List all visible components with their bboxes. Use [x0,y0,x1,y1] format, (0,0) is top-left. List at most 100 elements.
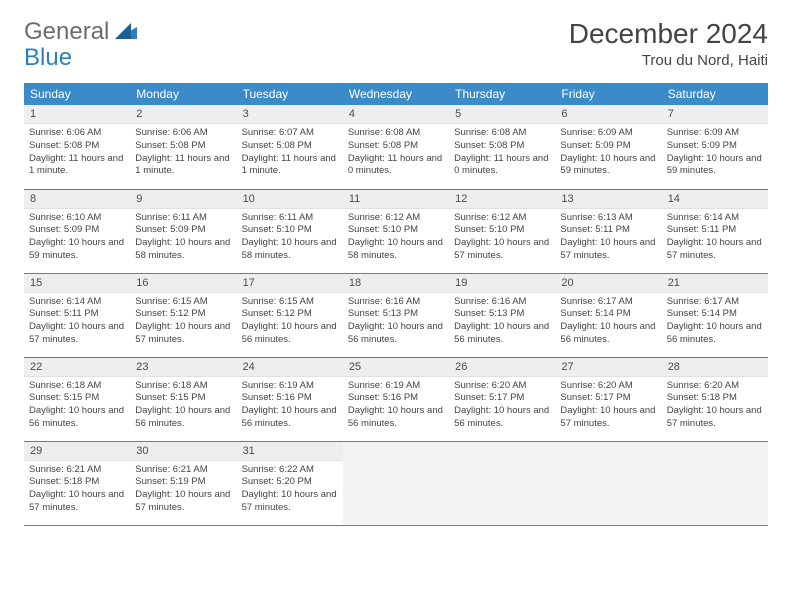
day-cell-14: 14Sunrise: 6:14 AMSunset: 5:11 PMDayligh… [662,189,768,273]
day-cell-8: 8Sunrise: 6:10 AMSunset: 5:09 PMDaylight… [24,189,130,273]
day-number: 25 [343,358,449,377]
day-cell-12: 12Sunrise: 6:12 AMSunset: 5:10 PMDayligh… [449,189,555,273]
day-cell-27: 27Sunrise: 6:20 AMSunset: 5:17 PMDayligh… [555,357,661,441]
day-number: 31 [237,442,343,461]
week-row: 1Sunrise: 6:06 AMSunset: 5:08 PMDaylight… [24,105,768,189]
weekday-sunday: Sunday [24,83,130,105]
day-number: 18 [343,274,449,293]
week-row: 8Sunrise: 6:10 AMSunset: 5:09 PMDaylight… [24,189,768,273]
day-number: 2 [130,105,236,124]
logo-line2: Blue [24,44,72,72]
day-number: 10 [237,190,343,209]
day-number: 7 [662,105,768,124]
day-body: Sunrise: 6:20 AMSunset: 5:18 PMDaylight:… [662,377,768,435]
day-body: Sunrise: 6:15 AMSunset: 5:12 PMDaylight:… [237,293,343,351]
day-number: 8 [24,190,130,209]
day-body: Sunrise: 6:11 AMSunset: 5:09 PMDaylight:… [130,209,236,267]
logo: General [24,18,139,46]
day-cell-4: 4Sunrise: 6:08 AMSunset: 5:08 PMDaylight… [343,105,449,189]
day-cell-23: 23Sunrise: 6:18 AMSunset: 5:15 PMDayligh… [130,357,236,441]
day-cell-31: 31Sunrise: 6:22 AMSunset: 5:20 PMDayligh… [237,441,343,525]
day-body: Sunrise: 6:18 AMSunset: 5:15 PMDaylight:… [24,377,130,435]
day-body: Sunrise: 6:12 AMSunset: 5:10 PMDaylight:… [449,209,555,267]
day-cell-20: 20Sunrise: 6:17 AMSunset: 5:14 PMDayligh… [555,273,661,357]
day-number: 5 [449,105,555,124]
day-cell-28: 28Sunrise: 6:20 AMSunset: 5:18 PMDayligh… [662,357,768,441]
day-body: Sunrise: 6:21 AMSunset: 5:18 PMDaylight:… [24,461,130,519]
day-body: Sunrise: 6:06 AMSunset: 5:08 PMDaylight:… [24,124,130,182]
day-body: Sunrise: 6:19 AMSunset: 5:16 PMDaylight:… [343,377,449,435]
week-row: 22Sunrise: 6:18 AMSunset: 5:15 PMDayligh… [24,357,768,441]
day-number: 21 [662,274,768,293]
day-body: Sunrise: 6:14 AMSunset: 5:11 PMDaylight:… [24,293,130,351]
day-cell-3: 3Sunrise: 6:07 AMSunset: 5:08 PMDaylight… [237,105,343,189]
day-number: 17 [237,274,343,293]
logo-text-general: General [24,18,109,46]
day-cell-15: 15Sunrise: 6:14 AMSunset: 5:11 PMDayligh… [24,273,130,357]
day-body: Sunrise: 6:22 AMSunset: 5:20 PMDaylight:… [237,461,343,519]
day-body: Sunrise: 6:10 AMSunset: 5:09 PMDaylight:… [24,209,130,267]
day-number: 12 [449,190,555,209]
empty-cell [449,441,555,525]
weekday-thursday: Thursday [449,83,555,105]
day-body: Sunrise: 6:11 AMSunset: 5:10 PMDaylight:… [237,209,343,267]
day-cell-2: 2Sunrise: 6:06 AMSunset: 5:08 PMDaylight… [130,105,236,189]
day-cell-7: 7Sunrise: 6:09 AMSunset: 5:09 PMDaylight… [662,105,768,189]
day-body: Sunrise: 6:16 AMSunset: 5:13 PMDaylight:… [449,293,555,351]
day-number: 4 [343,105,449,124]
weekday-monday: Monday [130,83,236,105]
day-cell-5: 5Sunrise: 6:08 AMSunset: 5:08 PMDaylight… [449,105,555,189]
day-cell-9: 9Sunrise: 6:11 AMSunset: 5:09 PMDaylight… [130,189,236,273]
day-body: Sunrise: 6:14 AMSunset: 5:11 PMDaylight:… [662,209,768,267]
day-number: 22 [24,358,130,377]
calendar-table: SundayMondayTuesdayWednesdayThursdayFrid… [24,83,768,526]
week-row: 15Sunrise: 6:14 AMSunset: 5:11 PMDayligh… [24,273,768,357]
day-cell-6: 6Sunrise: 6:09 AMSunset: 5:09 PMDaylight… [555,105,661,189]
day-number: 24 [237,358,343,377]
day-cell-21: 21Sunrise: 6:17 AMSunset: 5:14 PMDayligh… [662,273,768,357]
day-cell-11: 11Sunrise: 6:12 AMSunset: 5:10 PMDayligh… [343,189,449,273]
day-body: Sunrise: 6:20 AMSunset: 5:17 PMDaylight:… [555,377,661,435]
logo-triangle-icon [115,18,137,46]
day-number: 28 [662,358,768,377]
day-cell-24: 24Sunrise: 6:19 AMSunset: 5:16 PMDayligh… [237,357,343,441]
weekday-saturday: Saturday [662,83,768,105]
day-number: 27 [555,358,661,377]
day-number: 1 [24,105,130,124]
day-number: 26 [449,358,555,377]
week-row: 29Sunrise: 6:21 AMSunset: 5:18 PMDayligh… [24,441,768,525]
day-number: 11 [343,190,449,209]
weekday-tuesday: Tuesday [237,83,343,105]
day-body: Sunrise: 6:17 AMSunset: 5:14 PMDaylight:… [555,293,661,351]
day-number: 30 [130,442,236,461]
day-body: Sunrise: 6:12 AMSunset: 5:10 PMDaylight:… [343,209,449,267]
day-body: Sunrise: 6:18 AMSunset: 5:15 PMDaylight:… [130,377,236,435]
day-number: 19 [449,274,555,293]
day-body: Sunrise: 6:13 AMSunset: 5:11 PMDaylight:… [555,209,661,267]
day-number: 29 [24,442,130,461]
day-number: 23 [130,358,236,377]
day-body: Sunrise: 6:07 AMSunset: 5:08 PMDaylight:… [237,124,343,182]
day-cell-22: 22Sunrise: 6:18 AMSunset: 5:15 PMDayligh… [24,357,130,441]
location: Trou du Nord, Haiti [569,52,768,69]
day-body: Sunrise: 6:17 AMSunset: 5:14 PMDaylight:… [662,293,768,351]
day-cell-30: 30Sunrise: 6:21 AMSunset: 5:19 PMDayligh… [130,441,236,525]
day-cell-1: 1Sunrise: 6:06 AMSunset: 5:08 PMDaylight… [24,105,130,189]
day-body: Sunrise: 6:09 AMSunset: 5:09 PMDaylight:… [555,124,661,182]
day-cell-13: 13Sunrise: 6:13 AMSunset: 5:11 PMDayligh… [555,189,661,273]
day-number: 15 [24,274,130,293]
day-cell-29: 29Sunrise: 6:21 AMSunset: 5:18 PMDayligh… [24,441,130,525]
day-cell-16: 16Sunrise: 6:15 AMSunset: 5:12 PMDayligh… [130,273,236,357]
day-number: 13 [555,190,661,209]
logo-text-blue: Blue [24,44,72,72]
calendar-body: 1Sunrise: 6:06 AMSunset: 5:08 PMDaylight… [24,105,768,525]
day-cell-17: 17Sunrise: 6:15 AMSunset: 5:12 PMDayligh… [237,273,343,357]
day-cell-18: 18Sunrise: 6:16 AMSunset: 5:13 PMDayligh… [343,273,449,357]
day-number: 20 [555,274,661,293]
weekday-friday: Friday [555,83,661,105]
weekday-header-row: SundayMondayTuesdayWednesdayThursdayFrid… [24,83,768,105]
day-body: Sunrise: 6:21 AMSunset: 5:19 PMDaylight:… [130,461,236,519]
day-cell-26: 26Sunrise: 6:20 AMSunset: 5:17 PMDayligh… [449,357,555,441]
day-number: 9 [130,190,236,209]
header: General December 2024 Trou du Nord, Hait… [24,18,768,69]
